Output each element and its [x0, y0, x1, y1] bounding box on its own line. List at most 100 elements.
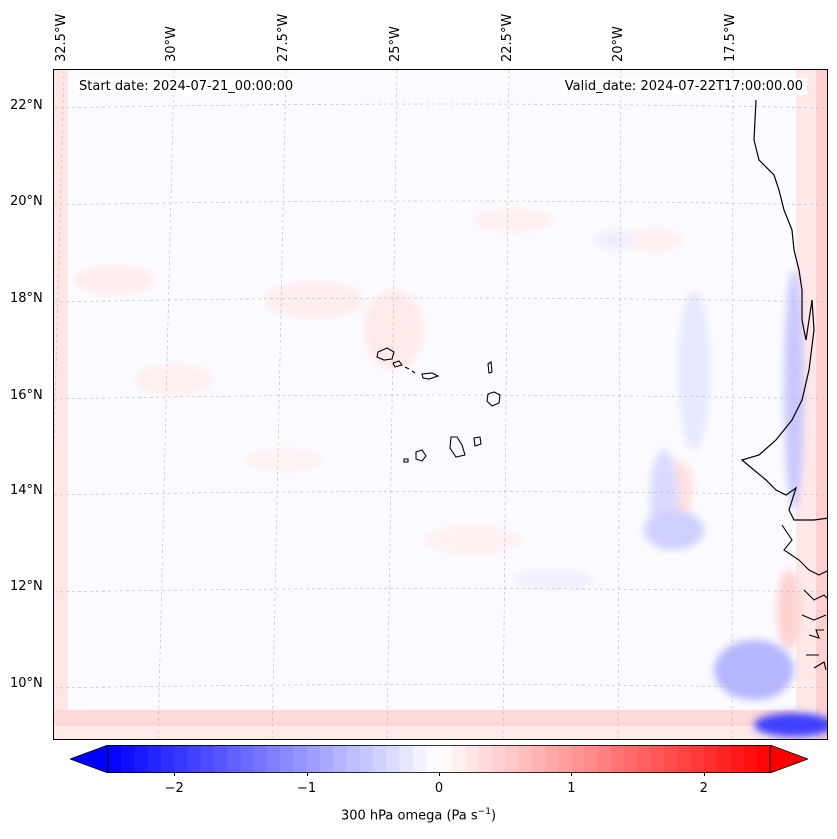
colorbar-cell — [584, 745, 599, 773]
lon-line — [157, 70, 175, 739]
colorbar-tick-label: −2 — [164, 781, 184, 796]
start-date-label: Start date: 2024-07-21_00:00:00 — [75, 78, 298, 95]
colorbar-tick-label: 0 — [434, 781, 444, 796]
bottom-edge-band — [54, 726, 827, 739]
colorbar-cell — [333, 745, 347, 773]
colorbar-cell — [544, 745, 559, 773]
lon-line — [386, 70, 398, 739]
lat-line — [54, 394, 827, 400]
coastline-bissagos — [806, 629, 827, 671]
island-brava — [403, 458, 409, 463]
omega-patch — [624, 228, 684, 252]
right-edge-band — [816, 70, 827, 739]
colorbar-tick — [306, 772, 308, 776]
lon-line — [617, 70, 622, 739]
graticule — [54, 70, 827, 739]
colorbar-tick — [439, 772, 440, 776]
colorbar-label-prefix: 300 hPa omega (Pa s — [340, 808, 478, 824]
colorbar-cell — [346, 745, 361, 773]
cape-verde-islands — [376, 347, 501, 463]
lat-line — [54, 491, 827, 496]
omega-patch — [74, 266, 154, 294]
lon-line — [271, 70, 287, 739]
colorbar-cell — [213, 745, 228, 773]
colorbar-cell — [690, 745, 705, 773]
right-boundary-band — [796, 70, 816, 739]
colorbar-cell — [253, 745, 268, 773]
colorbar-cell — [412, 745, 427, 773]
colorbar-cell — [650, 745, 665, 773]
colorbar-cell — [518, 745, 533, 773]
colorbar-cell — [664, 745, 678, 773]
lat-label: 20°N — [10, 194, 43, 209]
map-panel[interactable]: Start date: 2024-07-21_00:00:00 Valid_da… — [53, 69, 828, 740]
colorbar-cell — [425, 745, 440, 773]
lat-label: 14°N — [10, 483, 43, 498]
lat-line — [54, 684, 827, 689]
colorbar-cell — [571, 745, 586, 773]
colorbar-extend-min — [68, 744, 109, 774]
omega-patch — [714, 640, 794, 700]
colorbar-cell — [597, 745, 612, 773]
lon-line — [502, 70, 510, 739]
colorbar-tick-label: −1 — [297, 781, 317, 796]
colorbar-cell — [611, 745, 625, 773]
colorbar-extend-max — [769, 744, 810, 774]
omega-patch — [244, 448, 324, 472]
colorbar-cell — [730, 745, 745, 773]
lat-line — [54, 297, 827, 303]
omega-patch — [424, 526, 524, 554]
omega-patch — [644, 510, 704, 550]
colorbar-cell — [147, 745, 162, 773]
colorbar-cell — [703, 745, 718, 773]
island-boa-vista — [486, 391, 501, 407]
colorbar-cell — [637, 745, 652, 773]
bottom-boundary-band — [54, 710, 827, 726]
colorbar-cell — [439, 745, 453, 773]
omega-patch — [784, 270, 804, 510]
colorbar-cell — [134, 745, 149, 773]
omega-patch — [134, 364, 214, 396]
colorbar-cell — [359, 745, 374, 773]
colorbar-label: 300 hPa omega (Pa s−1) — [0, 807, 837, 823]
island-santa-luzia — [404, 366, 416, 374]
island-santo-antao — [376, 347, 395, 361]
colorbar-cell — [160, 745, 175, 773]
colorbar-cell — [505, 745, 519, 773]
omega-patch — [264, 282, 364, 318]
colorbar-cell — [372, 745, 387, 773]
island-sal — [487, 361, 493, 374]
colorbar-cell — [624, 745, 639, 773]
colorbar-cell — [756, 745, 771, 773]
colorbar-cell — [240, 745, 255, 773]
colorbar-tick-label: 2 — [699, 781, 708, 796]
negative-omega-patches — [514, 230, 827, 737]
colorbar-graphic — [68, 744, 810, 774]
omega-patch — [594, 230, 634, 250]
valid-date-label: Valid_date: 2024-07-22T17:00:00.00 — [560, 78, 807, 95]
lat-label: 16°N — [10, 388, 43, 403]
island-maio — [473, 436, 482, 447]
colorbar-cell — [319, 745, 334, 773]
colorbar-cell — [200, 745, 215, 773]
lon-label: 25°W — [388, 26, 403, 62]
omega-patch — [514, 570, 594, 590]
left-boundary-band — [54, 70, 68, 739]
colorbar-tick — [571, 772, 573, 776]
colorbar-cell — [280, 745, 294, 773]
lat-label: 22°N — [10, 98, 43, 113]
lon-label: 17.5°W — [723, 13, 738, 62]
lat-label: 12°N — [10, 579, 43, 594]
lon-label: 30°W — [164, 26, 179, 62]
colorbar-tick — [703, 772, 705, 776]
lat-label: 18°N — [10, 291, 43, 306]
lon-line — [731, 70, 734, 739]
colorbar-cell — [558, 745, 572, 773]
colorbar-cell — [478, 745, 493, 773]
colorbar-label-suffix: ) — [490, 808, 497, 824]
omega-patch — [754, 713, 827, 737]
island-sao-nicolau — [421, 372, 440, 380]
omega-patch — [777, 570, 801, 650]
colorbar-cell — [187, 745, 202, 773]
colorbar-cell — [717, 745, 731, 773]
